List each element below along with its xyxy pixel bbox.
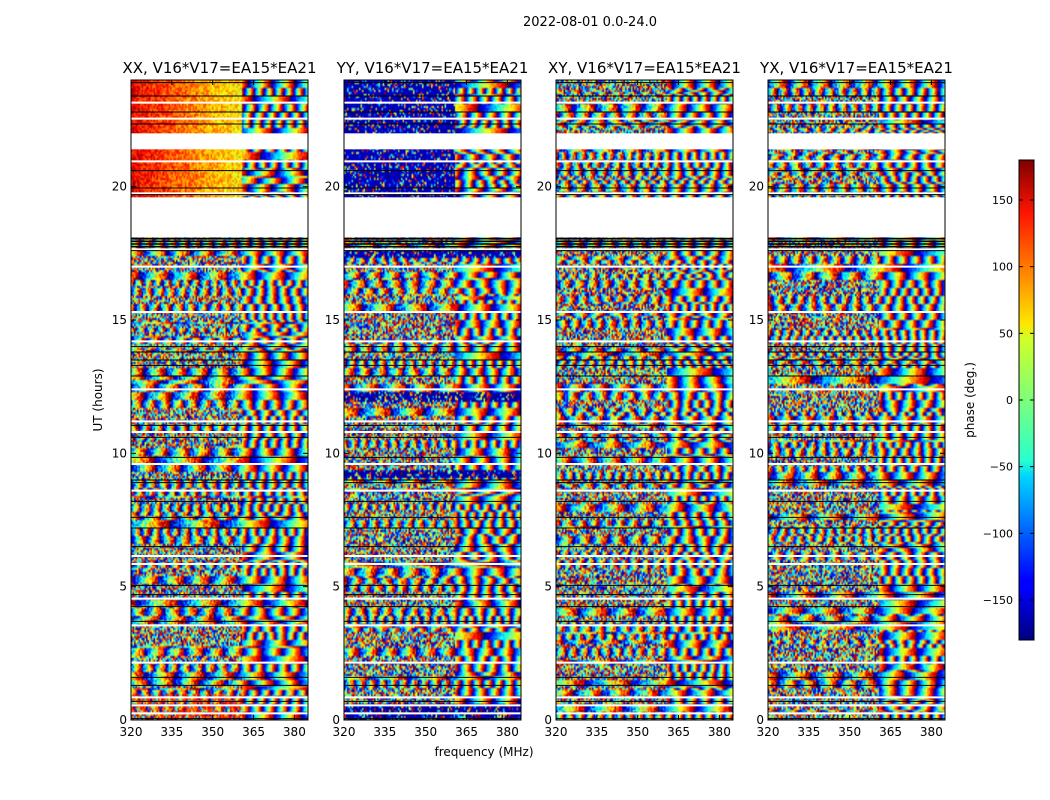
flagged-region — [556, 133, 733, 150]
y-tick-label: 20 — [749, 180, 764, 194]
colorbar-ticks: 150 100 50 0 −50 −100 −150 — [983, 194, 1034, 607]
x-axis-label: frequency (MHz) — [434, 745, 533, 759]
phase-heatmap — [344, 80, 521, 720]
x-tick-label: 335 — [373, 725, 396, 739]
colorbar-label: phase (deg.) — [963, 362, 977, 438]
y-tick-label: 15 — [537, 313, 552, 327]
y-tick-label: 10 — [112, 446, 127, 460]
y-tick-label: 20 — [112, 180, 127, 194]
phase-heatmap — [131, 80, 308, 720]
x-tick-label: 335 — [160, 725, 183, 739]
y-tick-label: 0 — [332, 713, 340, 727]
colorbar-tick-label: −150 — [983, 594, 1013, 607]
y-tick-label: 15 — [325, 313, 340, 327]
flagged-region — [131, 133, 308, 150]
panel-title: YY, V16*V17=EA15*EA21 — [336, 59, 529, 77]
axes-frame — [555, 79, 734, 721]
flagged-region — [768, 133, 945, 150]
panel-yy: YY, V16*V17=EA15*EA21 320 335 350 365 380 0 5 10… — [325, 59, 529, 739]
y-tick-label: 10 — [325, 446, 340, 460]
colorbar-tick-label: −50 — [990, 461, 1013, 474]
x-tick-label: 335 — [797, 725, 820, 739]
y-tick-label: 5 — [756, 580, 764, 594]
y-tick-label: 15 — [749, 313, 764, 327]
flagged-region — [344, 133, 521, 150]
x-tick-label: 320 — [545, 725, 568, 739]
y-tick-label: 20 — [325, 180, 340, 194]
y-tick-label: 5 — [332, 580, 340, 594]
y-tick-label: 0 — [119, 713, 127, 727]
panel-title: XX, V16*V17=EA15*EA21 — [122, 59, 316, 77]
panel-xy: XY, V16*V17=EA15*EA21 320 335 350 365 380 0 5 10… — [537, 59, 741, 739]
y-tick-label: 5 — [119, 580, 127, 594]
x-tick-label: 350 — [414, 725, 437, 739]
flagged-region — [131, 197, 308, 238]
x-tick-label: 320 — [333, 725, 356, 739]
phase-heatmap — [556, 80, 733, 720]
colorbar-tick-label: 0 — [1006, 394, 1013, 407]
x-tick-label: 335 — [585, 725, 608, 739]
y-tick-label: 10 — [537, 446, 552, 460]
x-tick-label: 380 — [283, 725, 306, 739]
x-tick-label: 350 — [626, 725, 649, 739]
x-tick-label: 380 — [920, 725, 943, 739]
x-tick-label: 350 — [201, 725, 224, 739]
y-tick-label: 10 — [749, 446, 764, 460]
flagged-region — [344, 197, 521, 238]
colorbar-tick-label: 50 — [999, 327, 1013, 340]
y-tick-label: 5 — [544, 580, 552, 594]
panels: XX, V16*V17=EA15*EA21 320 335 350 365 380 0 5 10… — [112, 59, 953, 739]
panel-title: YX, V16*V17=EA15*EA21 — [759, 59, 953, 77]
x-tick-label: 365 — [242, 725, 265, 739]
x-tick-label: 380 — [708, 725, 731, 739]
panel-xx: XX, V16*V17=EA15*EA21 320 335 350 365 380 0 5 10… — [112, 59, 317, 739]
panel-title: XY, V16*V17=EA15*EA21 — [548, 59, 741, 77]
axes-frame — [767, 79, 946, 721]
y-tick-label: 0 — [544, 713, 552, 727]
x-tick-label: 320 — [120, 725, 143, 739]
y-axis-label: UT (hours) — [91, 368, 105, 431]
x-tick-label: 365 — [879, 725, 902, 739]
x-tick-label: 320 — [757, 725, 780, 739]
x-tick-label: 365 — [667, 725, 690, 739]
flagged-region — [768, 197, 945, 238]
y-tick-label: 20 — [537, 180, 552, 194]
y-tick-label: 15 — [112, 313, 127, 327]
colorbar-tick-label: 150 — [992, 194, 1013, 207]
colorbar-tick-label: −100 — [983, 527, 1013, 540]
x-tick-label: 365 — [455, 725, 478, 739]
figure-title: 2022-08-01 0.0-24.0 — [523, 15, 657, 30]
panel-yx: YX, V16*V17=EA15*EA21 320 335 350 365 380 0 5 10… — [749, 59, 953, 739]
x-tick-label: 380 — [496, 725, 519, 739]
axes-frame — [343, 79, 522, 721]
flagged-region — [556, 197, 733, 238]
phase-heatmap — [768, 80, 945, 720]
colorbar: 150 100 50 0 −50 −100 −150 phase (deg.) — [963, 159, 1035, 641]
x-tick-label: 350 — [838, 725, 861, 739]
axes-frame — [130, 79, 309, 721]
y-tick-label: 0 — [756, 713, 764, 727]
colorbar-tick-label: 100 — [992, 261, 1013, 274]
